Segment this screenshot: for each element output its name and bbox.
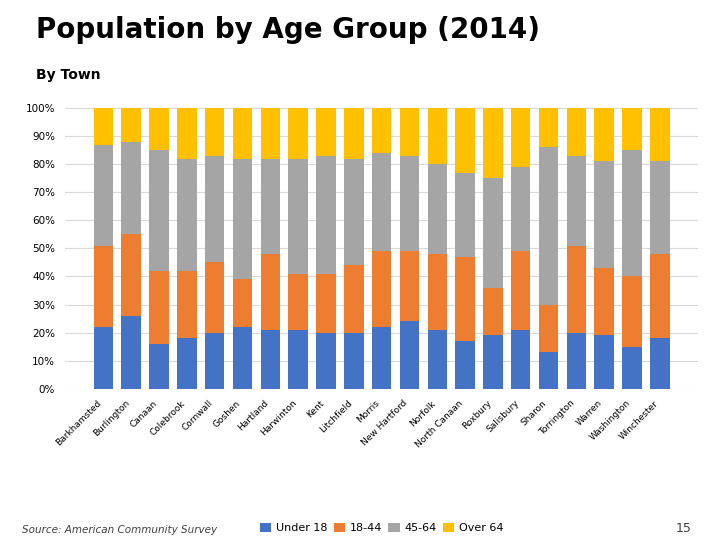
Bar [539,108,558,147]
Bar [483,335,503,389]
Text: By Town: By Town [36,68,101,82]
Bar [289,159,308,274]
Bar [289,330,308,389]
Bar [511,167,531,251]
Bar [205,108,225,156]
Bar [149,150,168,271]
Bar [149,271,168,344]
Bar [595,335,614,389]
Bar [400,251,419,321]
Bar [205,333,225,389]
Bar [205,262,225,333]
Bar [567,333,586,389]
Bar [94,145,113,246]
Bar [372,153,392,251]
Bar [428,330,447,389]
Bar [344,333,364,389]
Bar [122,234,141,316]
Bar [511,330,531,389]
Bar [177,271,197,338]
Text: Population by Age Group (2014): Population by Age Group (2014) [36,16,540,44]
Bar [344,108,364,159]
Bar [289,108,308,159]
Bar [622,347,642,389]
Bar [261,254,280,330]
Bar [428,254,447,330]
Bar [483,178,503,288]
Bar [261,108,280,159]
Bar [94,246,113,327]
Bar [149,108,168,150]
Bar [316,333,336,389]
Bar [94,327,113,389]
Bar [177,108,197,159]
Bar [344,159,364,265]
Bar [177,338,197,389]
Bar [316,274,336,333]
Bar [595,108,614,161]
Bar [539,305,558,352]
Bar [344,265,364,333]
Bar [428,108,447,164]
Bar [149,344,168,389]
Bar [233,279,252,327]
Bar [650,108,670,161]
Bar [233,159,252,279]
Text: Source: American Community Survey: Source: American Community Survey [22,524,217,535]
Bar [483,108,503,178]
Bar [205,156,225,262]
Bar [622,108,642,150]
Bar [372,327,392,389]
Bar [372,108,392,153]
Bar [455,173,474,257]
Bar [122,108,141,141]
Bar [483,288,503,335]
Bar [622,276,642,347]
Bar [511,251,531,330]
Bar [567,246,586,333]
Legend: Under 18, 18-44, 45-64, Over 64: Under 18, 18-44, 45-64, Over 64 [256,519,508,538]
Bar [650,161,670,254]
Bar [177,159,197,271]
Bar [567,108,586,156]
Text: 15: 15 [675,522,691,535]
Bar [511,108,531,167]
Bar [289,274,308,330]
Bar [122,141,141,234]
Bar [455,341,474,389]
Bar [122,316,141,389]
Bar [650,254,670,338]
Bar [261,159,280,254]
Bar [622,150,642,276]
Bar [400,108,419,156]
Bar [233,108,252,159]
Bar [372,251,392,327]
Bar [233,327,252,389]
Bar [316,156,336,274]
Bar [539,147,558,305]
Bar [455,257,474,341]
Bar [94,108,113,145]
Bar [567,156,586,246]
Bar [316,108,336,156]
Bar [650,338,670,389]
Bar [595,161,614,268]
Bar [400,321,419,389]
Bar [595,268,614,335]
Bar [428,164,447,254]
Bar [400,156,419,251]
Bar [261,330,280,389]
Bar [539,352,558,389]
Bar [455,108,474,173]
